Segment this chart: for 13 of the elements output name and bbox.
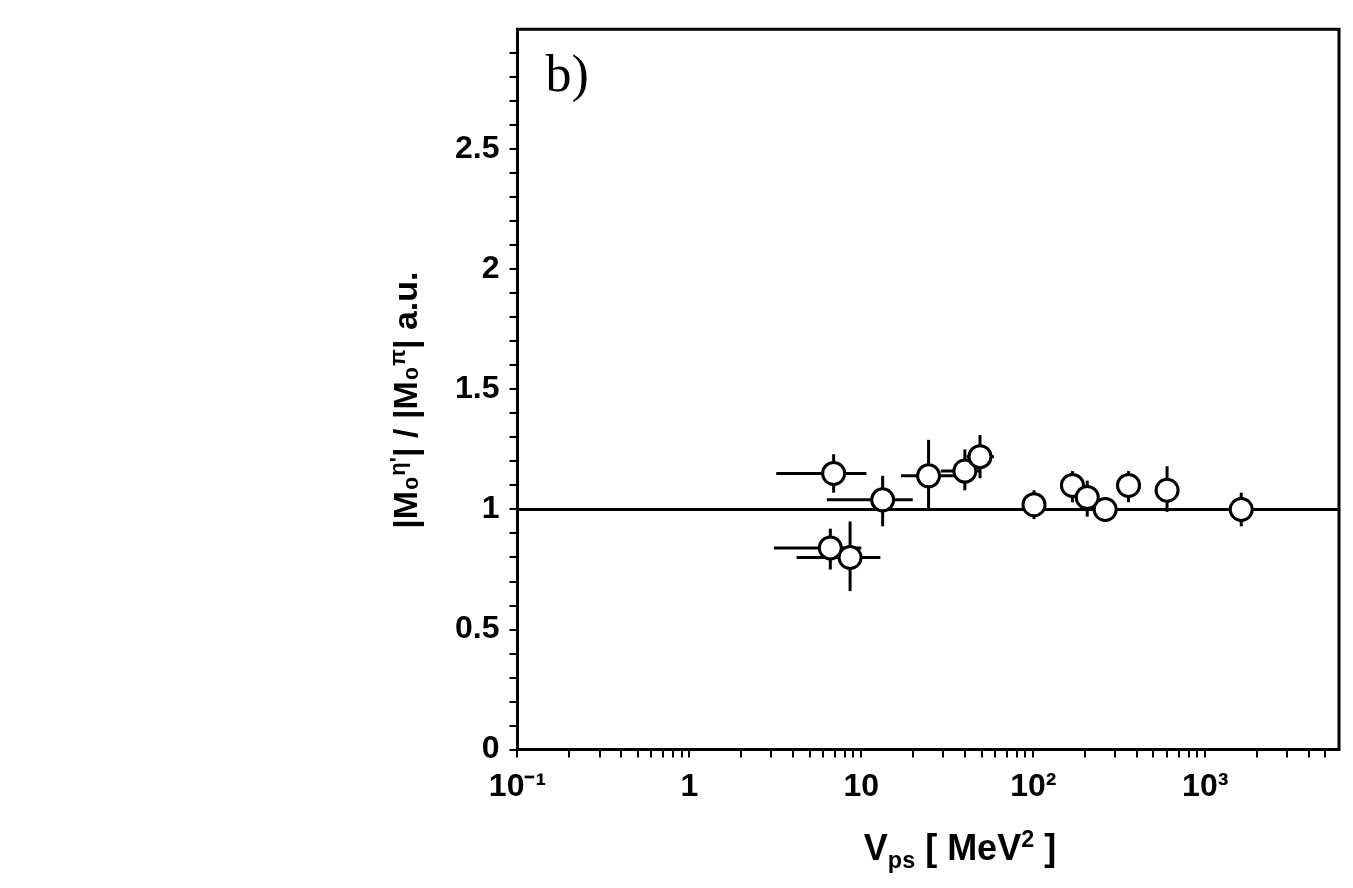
x-tick-label: 10²: [1010, 766, 1057, 803]
annotation: b): [545, 44, 589, 103]
y-tick-label: 0.5: [455, 609, 500, 646]
y-tick-label: 1.5: [455, 369, 500, 406]
x-tick-label: 10: [843, 766, 880, 803]
x-tick-label: 10⁻¹: [488, 766, 547, 803]
y-tick-label: 2: [481, 249, 500, 286]
x-tick-label: 10³: [1182, 766, 1229, 803]
y-tick-label: 2.5: [455, 129, 500, 166]
y-tick-label: 1: [481, 489, 500, 526]
y-tick-label: 0: [481, 729, 500, 766]
x-tick-label: 1: [680, 766, 699, 803]
x-axis-title: V$_{ps}$ [ MeV$^{2}$ ]: [862, 826, 1058, 875]
